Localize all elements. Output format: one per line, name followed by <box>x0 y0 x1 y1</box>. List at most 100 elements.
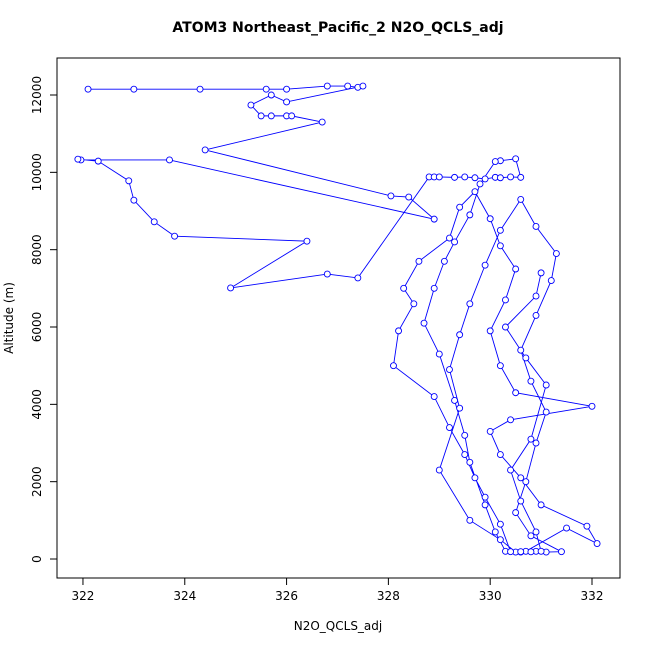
x-tick-label: 326 <box>275 589 298 603</box>
data-point <box>74 155 82 163</box>
data-point <box>542 381 550 389</box>
data-point <box>491 528 499 536</box>
data-point <box>387 192 395 200</box>
data-point <box>552 250 560 257</box>
data-point <box>471 474 479 482</box>
data-point <box>461 451 469 459</box>
data-point <box>466 516 474 524</box>
y-tick-label: 12000 <box>30 76 44 114</box>
data-point <box>461 173 469 181</box>
data-point <box>507 548 515 556</box>
data-point <box>466 300 474 308</box>
chart-title: ATOM3 Northeast_Pacific_2 N2O_QCLS_adj <box>172 20 503 36</box>
data-point <box>323 270 331 278</box>
data-point <box>318 118 326 126</box>
data-point <box>558 548 565 556</box>
data-point <box>588 402 596 410</box>
data-point <box>471 174 479 182</box>
data-point <box>481 175 489 183</box>
data-point <box>130 196 138 204</box>
data-point <box>547 277 555 285</box>
data-point <box>512 155 520 163</box>
data-point <box>303 237 311 245</box>
data-point <box>430 215 438 223</box>
y-tick-label: 8000 <box>30 234 44 265</box>
data-point <box>512 389 520 397</box>
data-point <box>400 284 408 292</box>
x-tick-label: 328 <box>377 589 400 603</box>
y-tick-label: 6000 <box>30 312 44 343</box>
data-point <box>257 112 265 120</box>
data-point <box>456 404 464 412</box>
data-point <box>491 158 499 165</box>
data-point <box>532 528 540 536</box>
data-point <box>522 354 530 362</box>
data-point <box>496 242 504 250</box>
data-point <box>451 238 459 246</box>
data-point <box>507 173 515 181</box>
data-point <box>415 257 423 265</box>
data-point <box>390 362 397 370</box>
data-point <box>461 431 469 439</box>
data-point <box>532 439 540 447</box>
data-point <box>150 218 158 226</box>
data-point <box>171 232 179 240</box>
data-point <box>496 362 504 370</box>
series-line <box>77 85 599 553</box>
data-point <box>517 346 525 354</box>
data-point <box>84 85 92 93</box>
data-point <box>125 177 133 185</box>
data-point <box>440 257 448 265</box>
data-point <box>486 327 494 335</box>
data-point <box>288 112 296 120</box>
data-point <box>527 548 535 556</box>
x-axis-label: N2O_QCLS_adj <box>294 619 383 633</box>
plot-frame <box>56 57 621 579</box>
x-tick-label: 324 <box>173 589 196 603</box>
data-point <box>527 532 535 540</box>
data-point <box>537 501 545 509</box>
data-point <box>532 223 540 230</box>
data-point <box>563 524 571 532</box>
data-point <box>486 427 494 435</box>
data-point <box>323 82 331 90</box>
data-point <box>435 173 443 181</box>
data-point <box>344 82 352 90</box>
data-point <box>435 350 443 358</box>
x-tick-label: 322 <box>72 589 95 603</box>
data-point <box>227 284 235 292</box>
data-point <box>512 265 520 273</box>
data-point <box>354 274 362 282</box>
data-point <box>517 173 525 181</box>
data-point <box>166 156 173 164</box>
data-point <box>430 393 438 401</box>
data-point <box>201 146 209 154</box>
data-point <box>512 509 520 517</box>
data-point <box>430 284 438 292</box>
x-tick-label: 330 <box>479 589 502 603</box>
data-point <box>446 234 453 242</box>
data-point <box>496 451 504 459</box>
y-tick-label: 0 <box>30 555 44 563</box>
data-point <box>451 173 459 181</box>
data-point <box>435 466 443 474</box>
data-point <box>466 211 474 219</box>
data-point <box>283 85 291 93</box>
data-point <box>593 540 601 547</box>
data-point <box>456 331 464 339</box>
data-point <box>532 311 540 319</box>
data-point <box>410 300 418 308</box>
data-point <box>517 474 525 482</box>
data-point <box>537 547 545 555</box>
data-point <box>267 112 275 120</box>
data-point <box>517 195 525 203</box>
data-point <box>359 82 367 90</box>
data-point <box>496 226 504 234</box>
data-point <box>502 323 509 331</box>
data-point <box>496 536 504 544</box>
y-axis-label: Altitude (m) <box>2 282 16 354</box>
data-point <box>527 377 535 385</box>
data-point <box>267 91 275 99</box>
data-point <box>196 85 204 93</box>
